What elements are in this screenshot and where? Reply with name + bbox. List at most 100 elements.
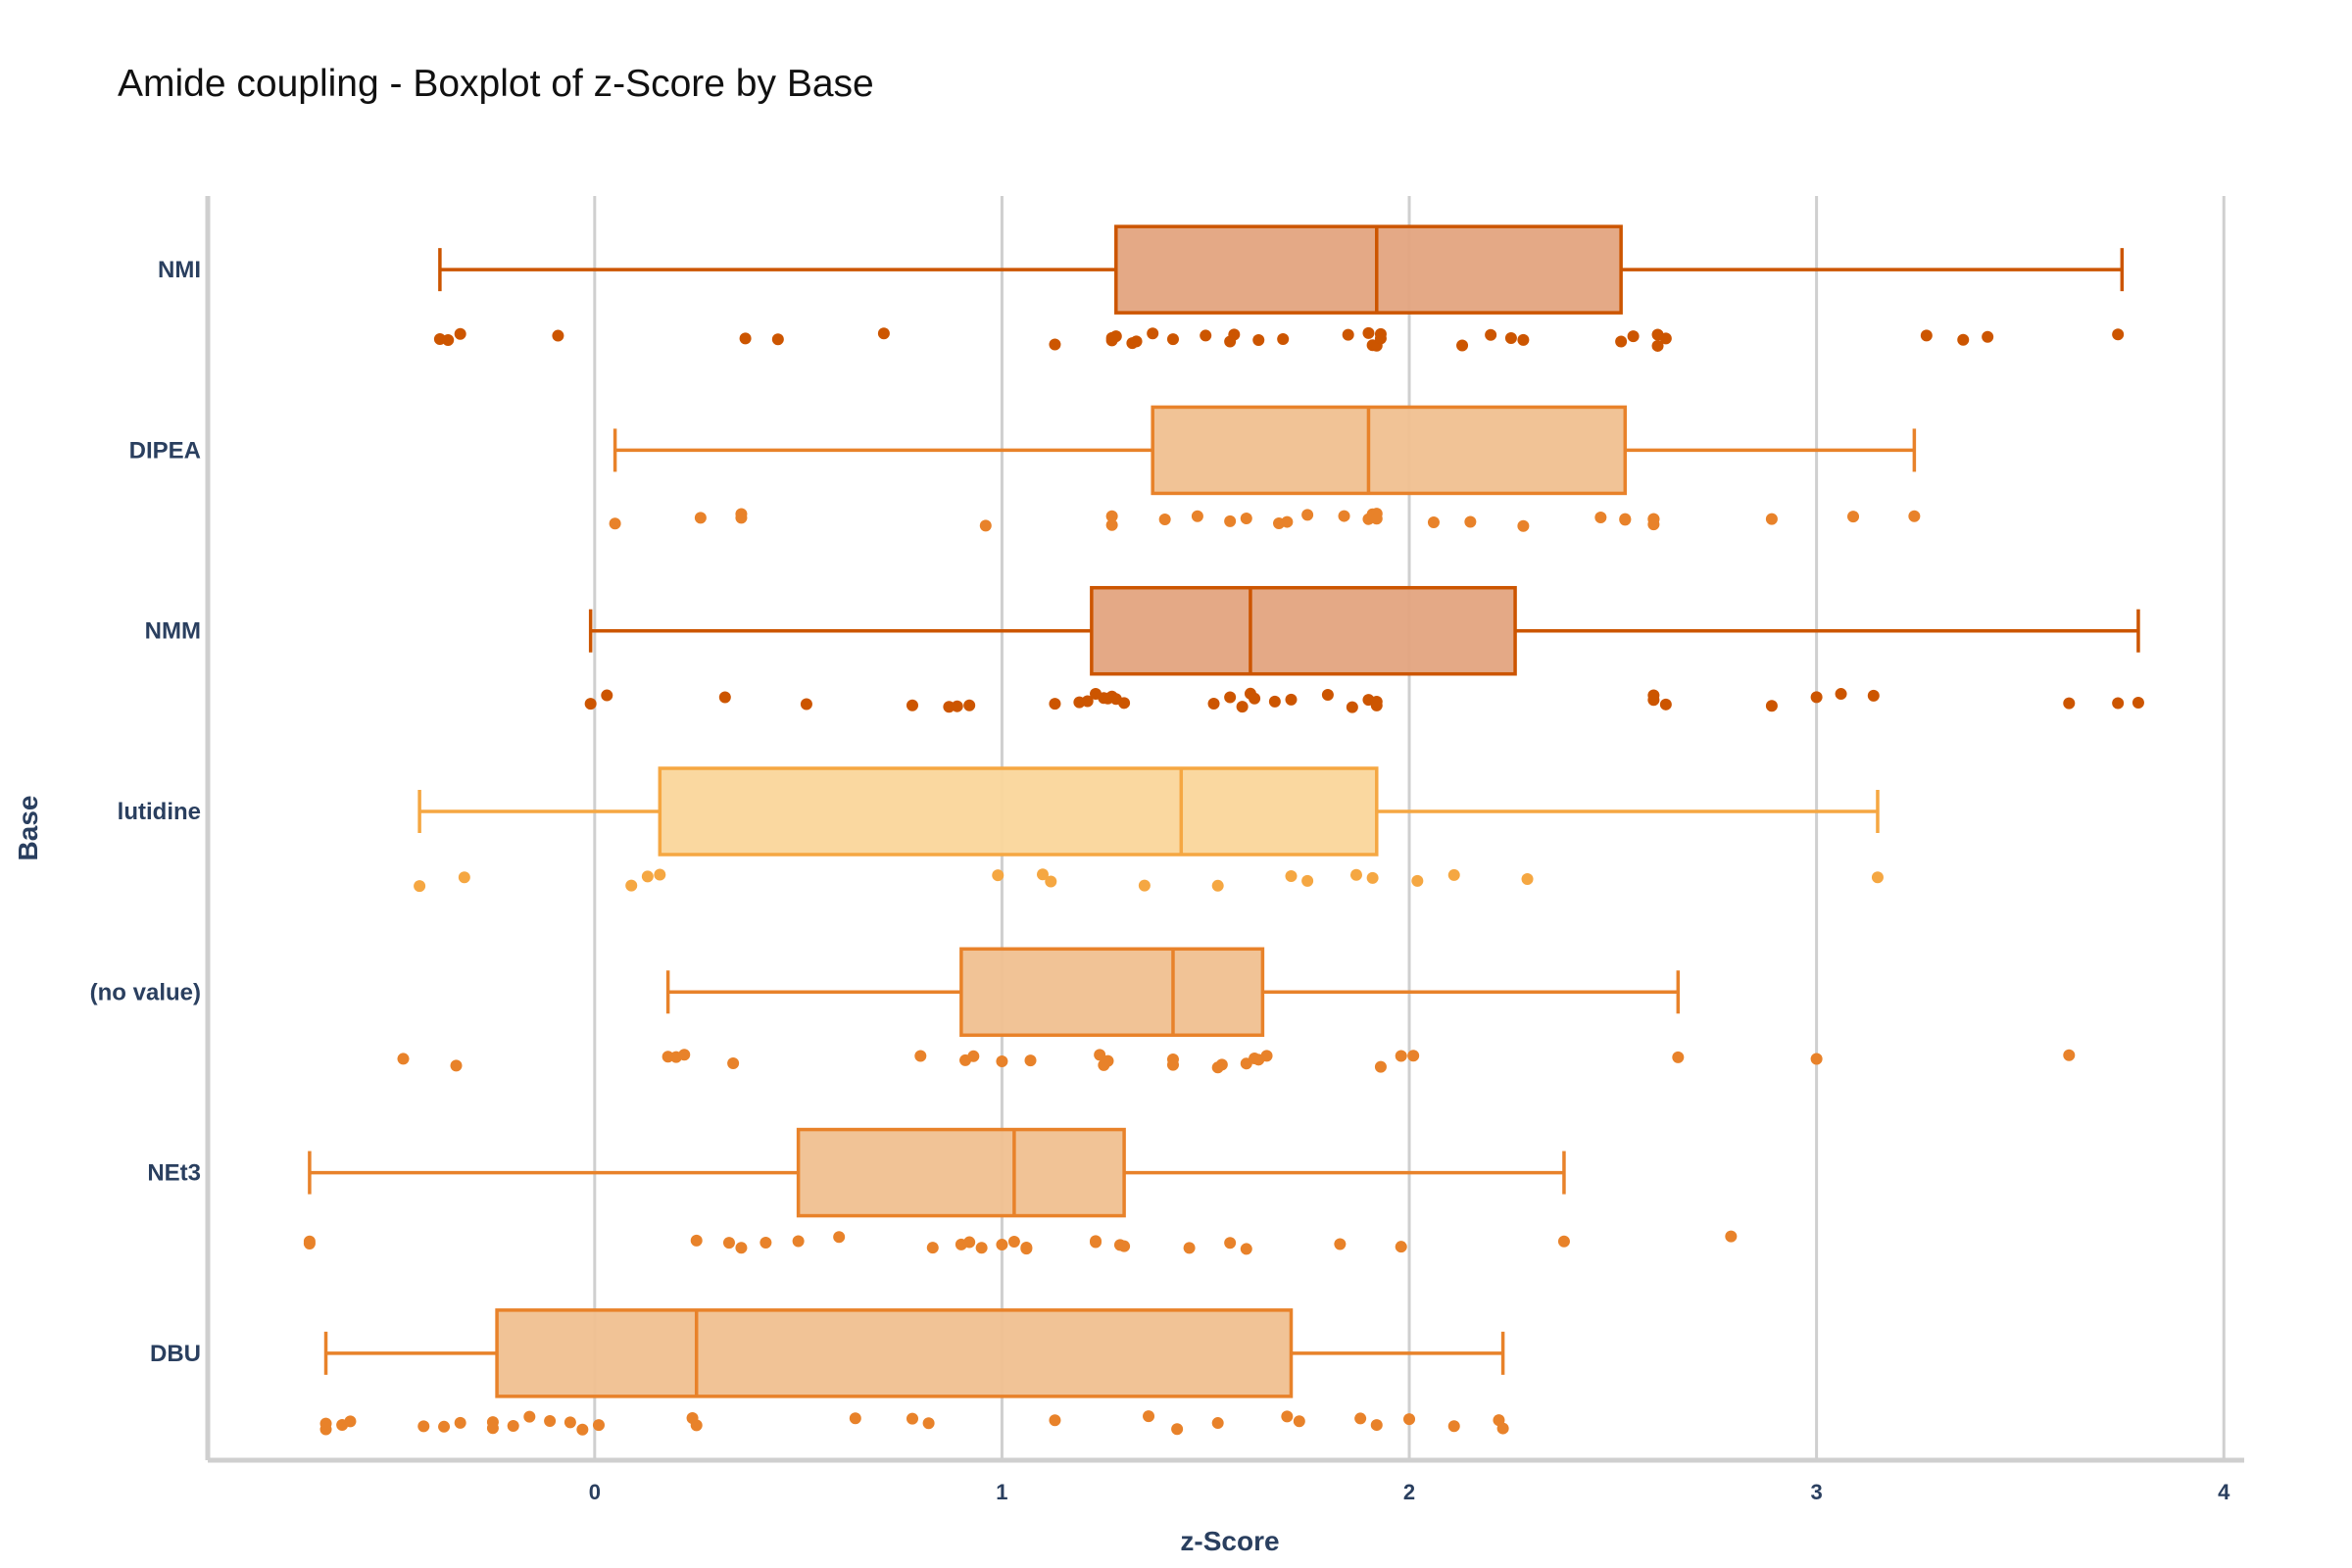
x-tick-label: 2 (1403, 1480, 1415, 1504)
y-tick-label: NMM (145, 618, 201, 645)
data-point (1158, 514, 1171, 526)
box-net3 (303, 1127, 1738, 1255)
data-point (833, 1231, 846, 1244)
data-point (564, 1416, 576, 1429)
data-point (2132, 696, 2144, 709)
data-point (690, 1234, 703, 1247)
data-point (1920, 329, 1933, 342)
data-point (450, 1059, 463, 1072)
data-point (2063, 1049, 2076, 1061)
data-point (1166, 333, 1179, 346)
data-point (1191, 510, 1203, 522)
data-point (1672, 1051, 1685, 1063)
data-point (1362, 326, 1375, 339)
box-iqr (1114, 224, 1623, 315)
data-point (1277, 332, 1290, 345)
data-point (2063, 697, 2076, 710)
y-axis-label: Base (13, 796, 43, 861)
data-point (1521, 872, 1534, 885)
data-point (739, 332, 752, 345)
data-point (1224, 1237, 1237, 1250)
data-point (1200, 329, 1212, 342)
data-point (1407, 1050, 1420, 1062)
data-point (1118, 1240, 1131, 1252)
data-point (2112, 328, 2125, 341)
data-point (1765, 700, 1778, 712)
data-point (609, 517, 621, 530)
data-point (1810, 691, 1823, 704)
data-point (906, 699, 918, 711)
data-point (1049, 1414, 1061, 1427)
data-point (1370, 1419, 1383, 1432)
data-point (1049, 698, 1061, 710)
x-axis-label: z-Score (1180, 1526, 1279, 1556)
data-point (1260, 1050, 1273, 1062)
box-iqr (959, 947, 1265, 1038)
x-tick-label: 3 (1810, 1480, 1822, 1504)
box-iqr (495, 1308, 1294, 1398)
data-point (1268, 695, 1281, 708)
data-point (1557, 1235, 1570, 1248)
data-point (438, 1420, 451, 1433)
data-point (1647, 513, 1660, 525)
data-point (1285, 870, 1298, 883)
data-point (996, 1054, 1008, 1067)
data-point (1504, 332, 1517, 345)
data-point (1130, 335, 1143, 348)
data-point (1447, 868, 1460, 881)
data-point (1464, 515, 1477, 528)
y-tick-label: NMI (158, 257, 201, 283)
x-tick-label: 4 (2218, 1480, 2230, 1504)
data-point (735, 508, 748, 520)
data-point (592, 1419, 605, 1432)
data-point (458, 871, 470, 884)
data-point (523, 1410, 536, 1423)
data-point (963, 1236, 976, 1249)
data-point (552, 329, 564, 342)
data-point (727, 1057, 740, 1070)
data-point (1285, 693, 1298, 706)
data-point (760, 1236, 772, 1249)
data-point (1118, 697, 1131, 710)
data-point (792, 1235, 805, 1248)
data-point (1049, 338, 1061, 351)
box-lutidine (414, 766, 1884, 893)
data-point (1370, 513, 1383, 525)
data-point (1619, 514, 1632, 526)
data-point (849, 1412, 861, 1425)
data-point (414, 880, 426, 893)
data-point (690, 1419, 703, 1432)
data-point (1007, 1235, 1020, 1248)
data-point (1281, 1410, 1294, 1423)
box-dbu (319, 1308, 1509, 1436)
data-point (507, 1419, 519, 1432)
data-point (1224, 514, 1237, 527)
data-point (694, 512, 707, 524)
y-tick-label: NEt3 (147, 1160, 201, 1187)
data-point (1281, 515, 1294, 528)
data-point (1036, 868, 1049, 881)
data-point (1496, 1422, 1509, 1435)
data-point (1024, 1054, 1037, 1067)
data-point (1651, 339, 1664, 352)
data-point (1647, 689, 1660, 702)
data-point (722, 1237, 735, 1250)
data-point (601, 689, 613, 702)
data-point (1249, 692, 1261, 705)
data-point (1224, 691, 1237, 704)
data-point (654, 868, 666, 881)
data-point (544, 1415, 557, 1428)
data-point (344, 1415, 357, 1428)
data-point (979, 519, 992, 532)
data-point (1594, 511, 1607, 523)
data-point (1725, 1230, 1738, 1243)
data-point (906, 1412, 918, 1425)
data-point (1334, 1238, 1347, 1250)
data-point (1321, 688, 1334, 701)
data-point (1228, 328, 1241, 341)
data-point (1395, 1241, 1407, 1253)
data-point (1370, 695, 1383, 708)
data-point (1147, 327, 1159, 340)
data-point (926, 1242, 939, 1254)
data-point (996, 1239, 1008, 1251)
